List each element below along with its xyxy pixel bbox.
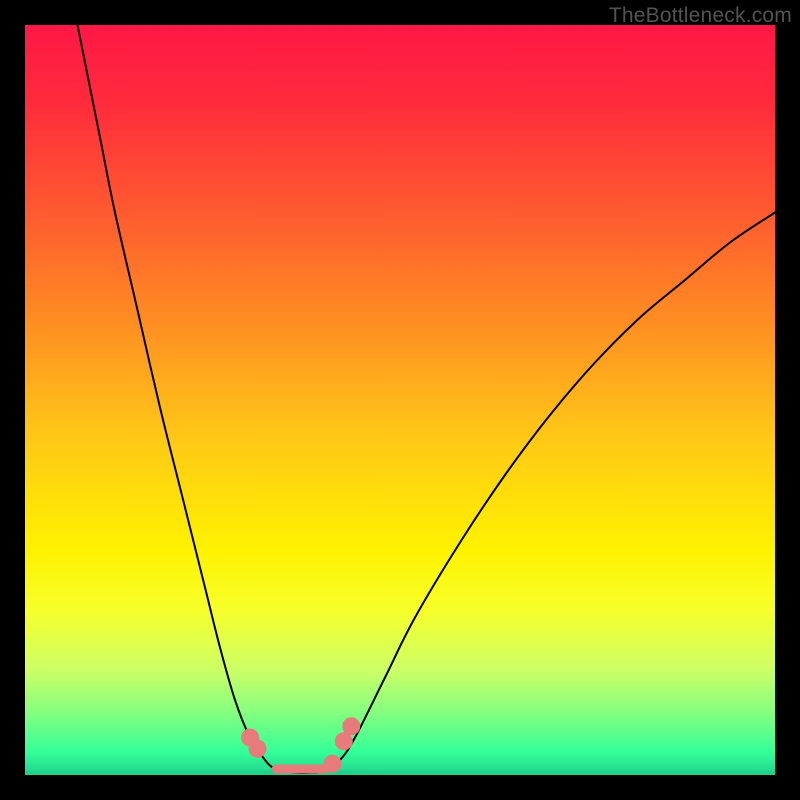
marker-point xyxy=(324,755,342,773)
plot-area xyxy=(25,25,775,775)
marker-point xyxy=(249,740,267,758)
chart-outer: TheBottleneck.com xyxy=(0,0,800,800)
plot-svg xyxy=(25,25,775,775)
marker-point xyxy=(342,717,360,735)
watermark-text: TheBottleneck.com xyxy=(609,4,792,28)
gradient-background xyxy=(25,25,775,775)
footer-line xyxy=(25,771,775,776)
